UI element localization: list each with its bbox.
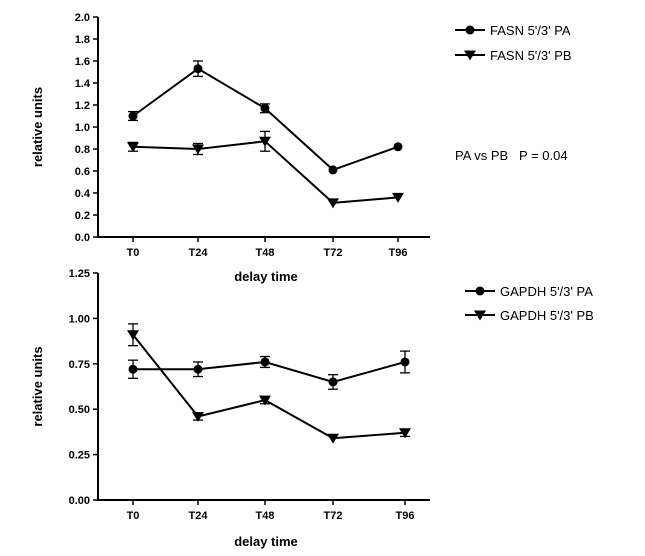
- series-2: [127, 323, 411, 444]
- y-tick-label: 0.0: [75, 232, 90, 244]
- data-point: [327, 198, 339, 209]
- y-axis-title: relative units: [30, 87, 45, 167]
- y-tick-label: 0.8: [75, 144, 90, 156]
- x-tick-label: T96: [389, 247, 408, 259]
- x-tick-label: T72: [324, 510, 343, 522]
- data-point: [328, 377, 338, 387]
- series-1: [128, 60, 403, 175]
- x-tick-label: T96: [396, 510, 415, 522]
- series-2: [127, 130, 404, 209]
- x-axis-title: delay time: [234, 534, 298, 549]
- data-point: [127, 330, 139, 341]
- data-point: [128, 364, 138, 374]
- y-axis-title: relative units: [30, 346, 45, 426]
- series-1: [128, 350, 410, 390]
- legend-marker: [464, 50, 476, 61]
- data-point: [193, 64, 203, 74]
- y-tick-label: 1.6: [75, 56, 90, 68]
- data-point: [192, 144, 204, 155]
- y-tick-label: 2.0: [75, 12, 90, 24]
- legend-entry: GAPDH 5'/3' PA: [465, 284, 593, 299]
- legend-entry: FASN 5'/3' PB: [455, 48, 572, 63]
- panel-1: 0.0 0.2 0.4 0.6 0.8 1.0 1.2 1.4 1.6 1.8 2.0 T0 T24 T4…: [30, 12, 572, 284]
- y-tick-label: 0.6: [75, 166, 90, 178]
- x-tick-label: T0: [127, 247, 140, 259]
- y-tick-label: 1.25: [69, 268, 90, 280]
- p-value-annotation: PA vs PB P = 0.04: [455, 148, 568, 163]
- legend-label: FASN 5'/3' PB: [490, 48, 572, 63]
- x-tick-label: T24: [189, 247, 209, 259]
- legend-marker: [465, 25, 475, 35]
- legend-entry: FASN 5'/3' PA: [455, 23, 571, 38]
- y-tick-label: 1.8: [75, 34, 90, 46]
- legend-label: FASN 5'/3' PA: [490, 23, 571, 38]
- y-tick-label: 1.2: [75, 100, 90, 112]
- y-tick-label: 0.25: [69, 450, 90, 462]
- data-point: [127, 142, 139, 153]
- y-tick-label: 0.2: [75, 210, 90, 222]
- series-line: [133, 360, 406, 383]
- data-point: [259, 395, 271, 406]
- y-tick-label: 0.4: [75, 188, 91, 200]
- x-tick-label: T0: [127, 510, 140, 522]
- y-tick-label: 0.75: [69, 359, 90, 371]
- data-point: [259, 136, 271, 147]
- legend-label: GAPDH 5'/3' PA: [500, 284, 593, 299]
- x-tick-label: T48: [256, 510, 275, 522]
- y-tick-label: 0.00: [69, 495, 90, 507]
- data-point: [260, 103, 270, 113]
- legend-marker: [475, 286, 485, 296]
- y-tick-label: 1.0: [75, 122, 90, 134]
- x-axis-title: delay time: [234, 269, 298, 284]
- y-tick-label: 1.4: [75, 78, 91, 90]
- data-point: [328, 165, 338, 175]
- x-tick-label: T24: [189, 510, 209, 522]
- panel-2: 0.00 0.25 0.50 0.75 1.00 1.25 T0 T24 T48 T72 T96 de…: [30, 268, 594, 549]
- data-point: [128, 111, 138, 121]
- data-point: [393, 142, 403, 152]
- y-tick-label: 1.00: [69, 313, 90, 325]
- legend-label: GAPDH 5'/3' PB: [500, 308, 594, 323]
- data-point: [193, 364, 203, 374]
- data-point: [399, 428, 411, 439]
- x-tick-label: T72: [324, 247, 343, 259]
- data-point: [392, 192, 404, 203]
- legend-entry: GAPDH 5'/3' PB: [465, 308, 594, 323]
- y-tick-label: 0.50: [69, 404, 90, 416]
- data-point: [400, 357, 410, 367]
- series-line: [132, 334, 406, 440]
- data-point: [260, 357, 270, 367]
- data-point: [192, 411, 204, 422]
- data-point: [327, 433, 339, 444]
- legend-marker: [474, 310, 486, 321]
- series-line: [132, 67, 399, 172]
- x-tick-label: T48: [256, 247, 275, 259]
